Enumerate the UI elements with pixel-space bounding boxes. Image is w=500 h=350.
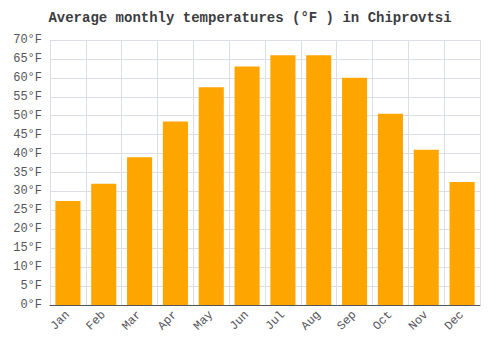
svg-text:55°F: 55°F <box>13 90 42 104</box>
svg-text:Dec: Dec <box>442 308 467 333</box>
svg-text:Average monthly temperatures (: Average monthly temperatures (°F ) in Ch… <box>48 10 451 26</box>
svg-text:5°F: 5°F <box>20 279 42 293</box>
svg-text:Aug: Aug <box>299 308 324 333</box>
svg-text:Feb: Feb <box>84 308 109 333</box>
svg-text:65°F: 65°F <box>13 52 42 66</box>
svg-text:Jun: Jun <box>227 308 252 333</box>
svg-text:Jul: Jul <box>263 308 288 333</box>
svg-text:10°F: 10°F <box>13 260 42 274</box>
svg-text:40°F: 40°F <box>13 147 42 161</box>
svg-text:15°F: 15°F <box>13 241 42 255</box>
svg-text:45°F: 45°F <box>13 128 42 142</box>
svg-text:Jan: Jan <box>48 308 73 333</box>
svg-text:25°F: 25°F <box>13 203 42 217</box>
svg-text:0°F: 0°F <box>20 298 42 312</box>
svg-text:Nov: Nov <box>406 308 431 333</box>
svg-text:70°F: 70°F <box>13 33 42 47</box>
svg-text:May: May <box>191 308 216 333</box>
svg-text:20°F: 20°F <box>13 222 42 236</box>
svg-text:Apr: Apr <box>155 308 180 333</box>
svg-text:60°F: 60°F <box>13 71 42 85</box>
svg-text:Mar: Mar <box>119 308 144 333</box>
svg-text:35°F: 35°F <box>13 166 42 180</box>
svg-text:Sep: Sep <box>334 308 359 333</box>
svg-text:50°F: 50°F <box>13 109 42 123</box>
svg-text:Oct: Oct <box>370 308 395 333</box>
svg-text:30°F: 30°F <box>13 184 42 198</box>
